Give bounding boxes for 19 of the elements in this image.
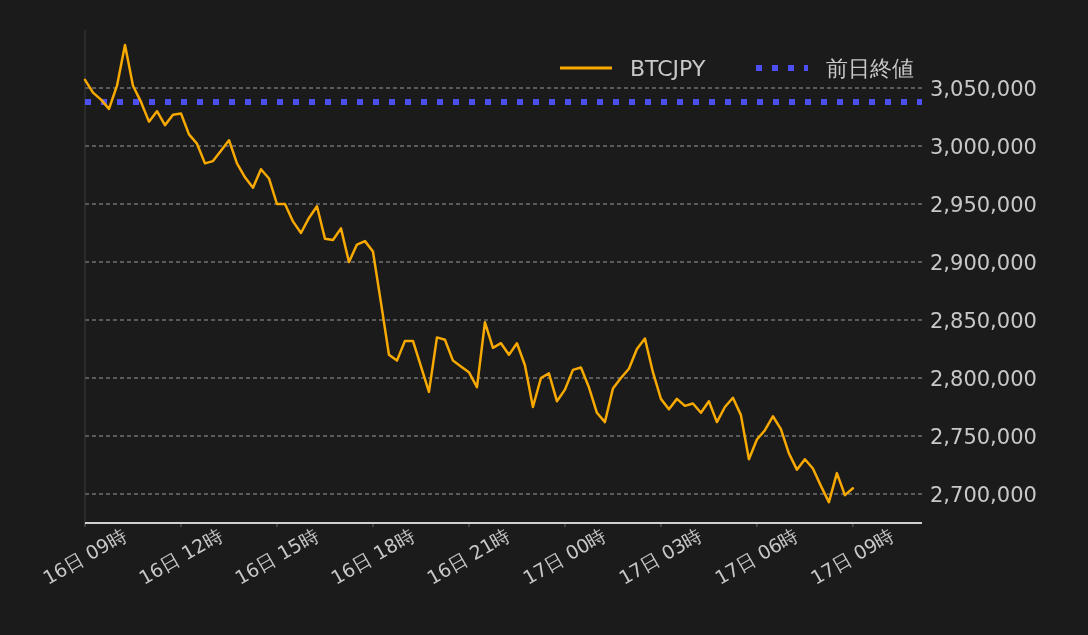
xtick: 16日 09時 [39, 523, 130, 589]
xtick: 17日 03時 [614, 523, 706, 589]
ytick: 3,050,000 [930, 77, 1037, 101]
ytick: 2,950,000 [930, 193, 1037, 217]
xtick: 16日 12時 [134, 523, 226, 589]
ytick: 2,800,000 [930, 367, 1037, 391]
xtick: 17日 06時 [710, 523, 802, 589]
ytick: 2,900,000 [930, 251, 1037, 275]
xtick: 16日 21時 [422, 523, 514, 589]
ytick: 2,700,000 [930, 483, 1037, 507]
xtick: 16日 18時 [326, 523, 418, 589]
ytick: 2,750,000 [930, 425, 1037, 449]
ytick: 3,000,000 [930, 135, 1037, 159]
legend-label: 前日終値 [826, 56, 914, 81]
xtick: 17日 09時 [806, 523, 898, 589]
ytick: 2,850,000 [930, 309, 1037, 333]
legend-label: BTCJPY [630, 56, 706, 81]
xtick: 17日 00時 [518, 523, 610, 589]
xtick: 16日 15時 [230, 523, 322, 589]
